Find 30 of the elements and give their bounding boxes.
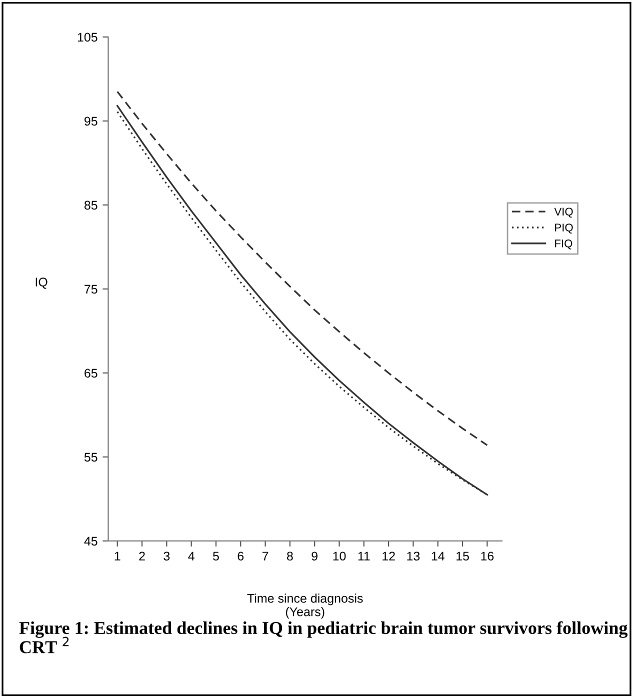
legend-label: PIQ: [555, 224, 573, 234]
y-axis-title: IQ: [36, 278, 48, 289]
x-tick-label: 12: [382, 552, 395, 560]
y-tick-label: 85: [84, 200, 98, 210]
caption: Figure 1: Estimated declines in IQ in pediatric brain tumor survivors following CRT $^{2}$: [19, 621, 628, 654]
y-tick-label: 65: [84, 368, 98, 378]
x-tick-label: 11: [358, 552, 370, 560]
y-tick-label: 105: [78, 32, 98, 42]
x-tick-label: 2: [139, 552, 145, 560]
x-tick-label: 1: [114, 552, 120, 560]
x-tick-label: 8: [287, 552, 293, 561]
x-tick-label: 15: [456, 552, 469, 561]
x-tick-label: 16: [481, 552, 494, 561]
x-tick-label: 5: [213, 552, 219, 561]
line-series: [116, 90, 488, 446]
legend-label: FIQ: [555, 240, 572, 250]
x-tick-label: 4: [188, 552, 194, 560]
x-tick-label: 9: [312, 552, 318, 561]
x-tick-label: 3: [164, 552, 170, 561]
legend-label: VIQ: [554, 208, 573, 218]
y-tick-label: 55: [84, 452, 98, 462]
x-tick-label: 6: [238, 552, 244, 561]
x-tick-label: 7: [262, 552, 268, 560]
x-tick-label: 14: [432, 552, 444, 560]
y-tick-label: 95: [84, 116, 98, 126]
x-axis-title: Time since diagnosis (Years): [247, 594, 363, 619]
y-tick-label: 45: [84, 536, 98, 546]
y-tick-label: 75: [84, 284, 98, 294]
x-tick-label: 13: [407, 552, 420, 561]
x-tick-label: 10: [333, 552, 346, 561]
